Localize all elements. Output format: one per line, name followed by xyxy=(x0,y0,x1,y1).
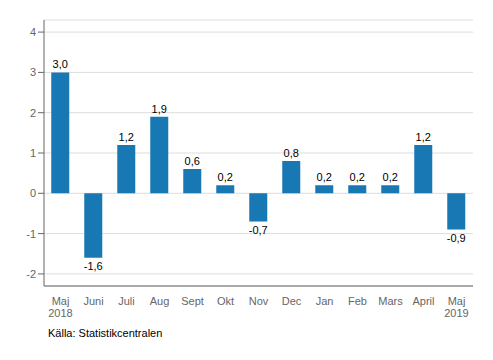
svg-text:0,2: 0,2 xyxy=(317,171,332,183)
svg-text:Feb: Feb xyxy=(348,295,367,307)
svg-text:1,9: 1,9 xyxy=(152,103,167,115)
svg-text:-1: -1 xyxy=(26,228,36,240)
svg-text:0,8: 0,8 xyxy=(284,147,299,159)
svg-text:Okt: Okt xyxy=(217,295,234,307)
svg-text:April: April xyxy=(412,295,434,307)
svg-text:-1,6: -1,6 xyxy=(84,260,103,272)
svg-text:0,6: 0,6 xyxy=(185,155,200,167)
svg-text:4: 4 xyxy=(30,26,36,38)
svg-text:1,2: 1,2 xyxy=(416,131,431,143)
svg-text:0: 0 xyxy=(30,187,36,199)
svg-text:0,2: 0,2 xyxy=(350,171,365,183)
svg-text:Sept: Sept xyxy=(181,295,204,307)
svg-text:Juni: Juni xyxy=(83,295,103,307)
svg-text:2: 2 xyxy=(30,107,36,119)
svg-text:0,2: 0,2 xyxy=(218,171,233,183)
svg-text:3,0: 3,0 xyxy=(53,58,68,70)
svg-text:Nov: Nov xyxy=(249,295,269,307)
svg-text:3: 3 xyxy=(30,66,36,78)
svg-text:-0,7: -0,7 xyxy=(249,224,268,236)
svg-text:Maj2019: Maj2019 xyxy=(444,295,468,319)
svg-text:Aug: Aug xyxy=(150,295,170,307)
html-text:Källa: Statistikcentralen: Källa: Statistikcentralen xyxy=(48,327,163,339)
svg-text:1: 1 xyxy=(30,147,36,159)
svg-text:Maj2018: Maj2018 xyxy=(48,295,72,319)
svg-text:Jan: Jan xyxy=(316,295,334,307)
svg-text:Mars: Mars xyxy=(378,295,403,307)
svg-text:-2: -2 xyxy=(26,268,36,280)
svg-text:-0,9: -0,9 xyxy=(447,232,466,244)
svg-text:1,2: 1,2 xyxy=(119,131,134,143)
svg-text:Juli: Juli xyxy=(118,295,135,307)
svg-text:0,2: 0,2 xyxy=(383,171,398,183)
svg-text:Dec: Dec xyxy=(282,295,302,307)
